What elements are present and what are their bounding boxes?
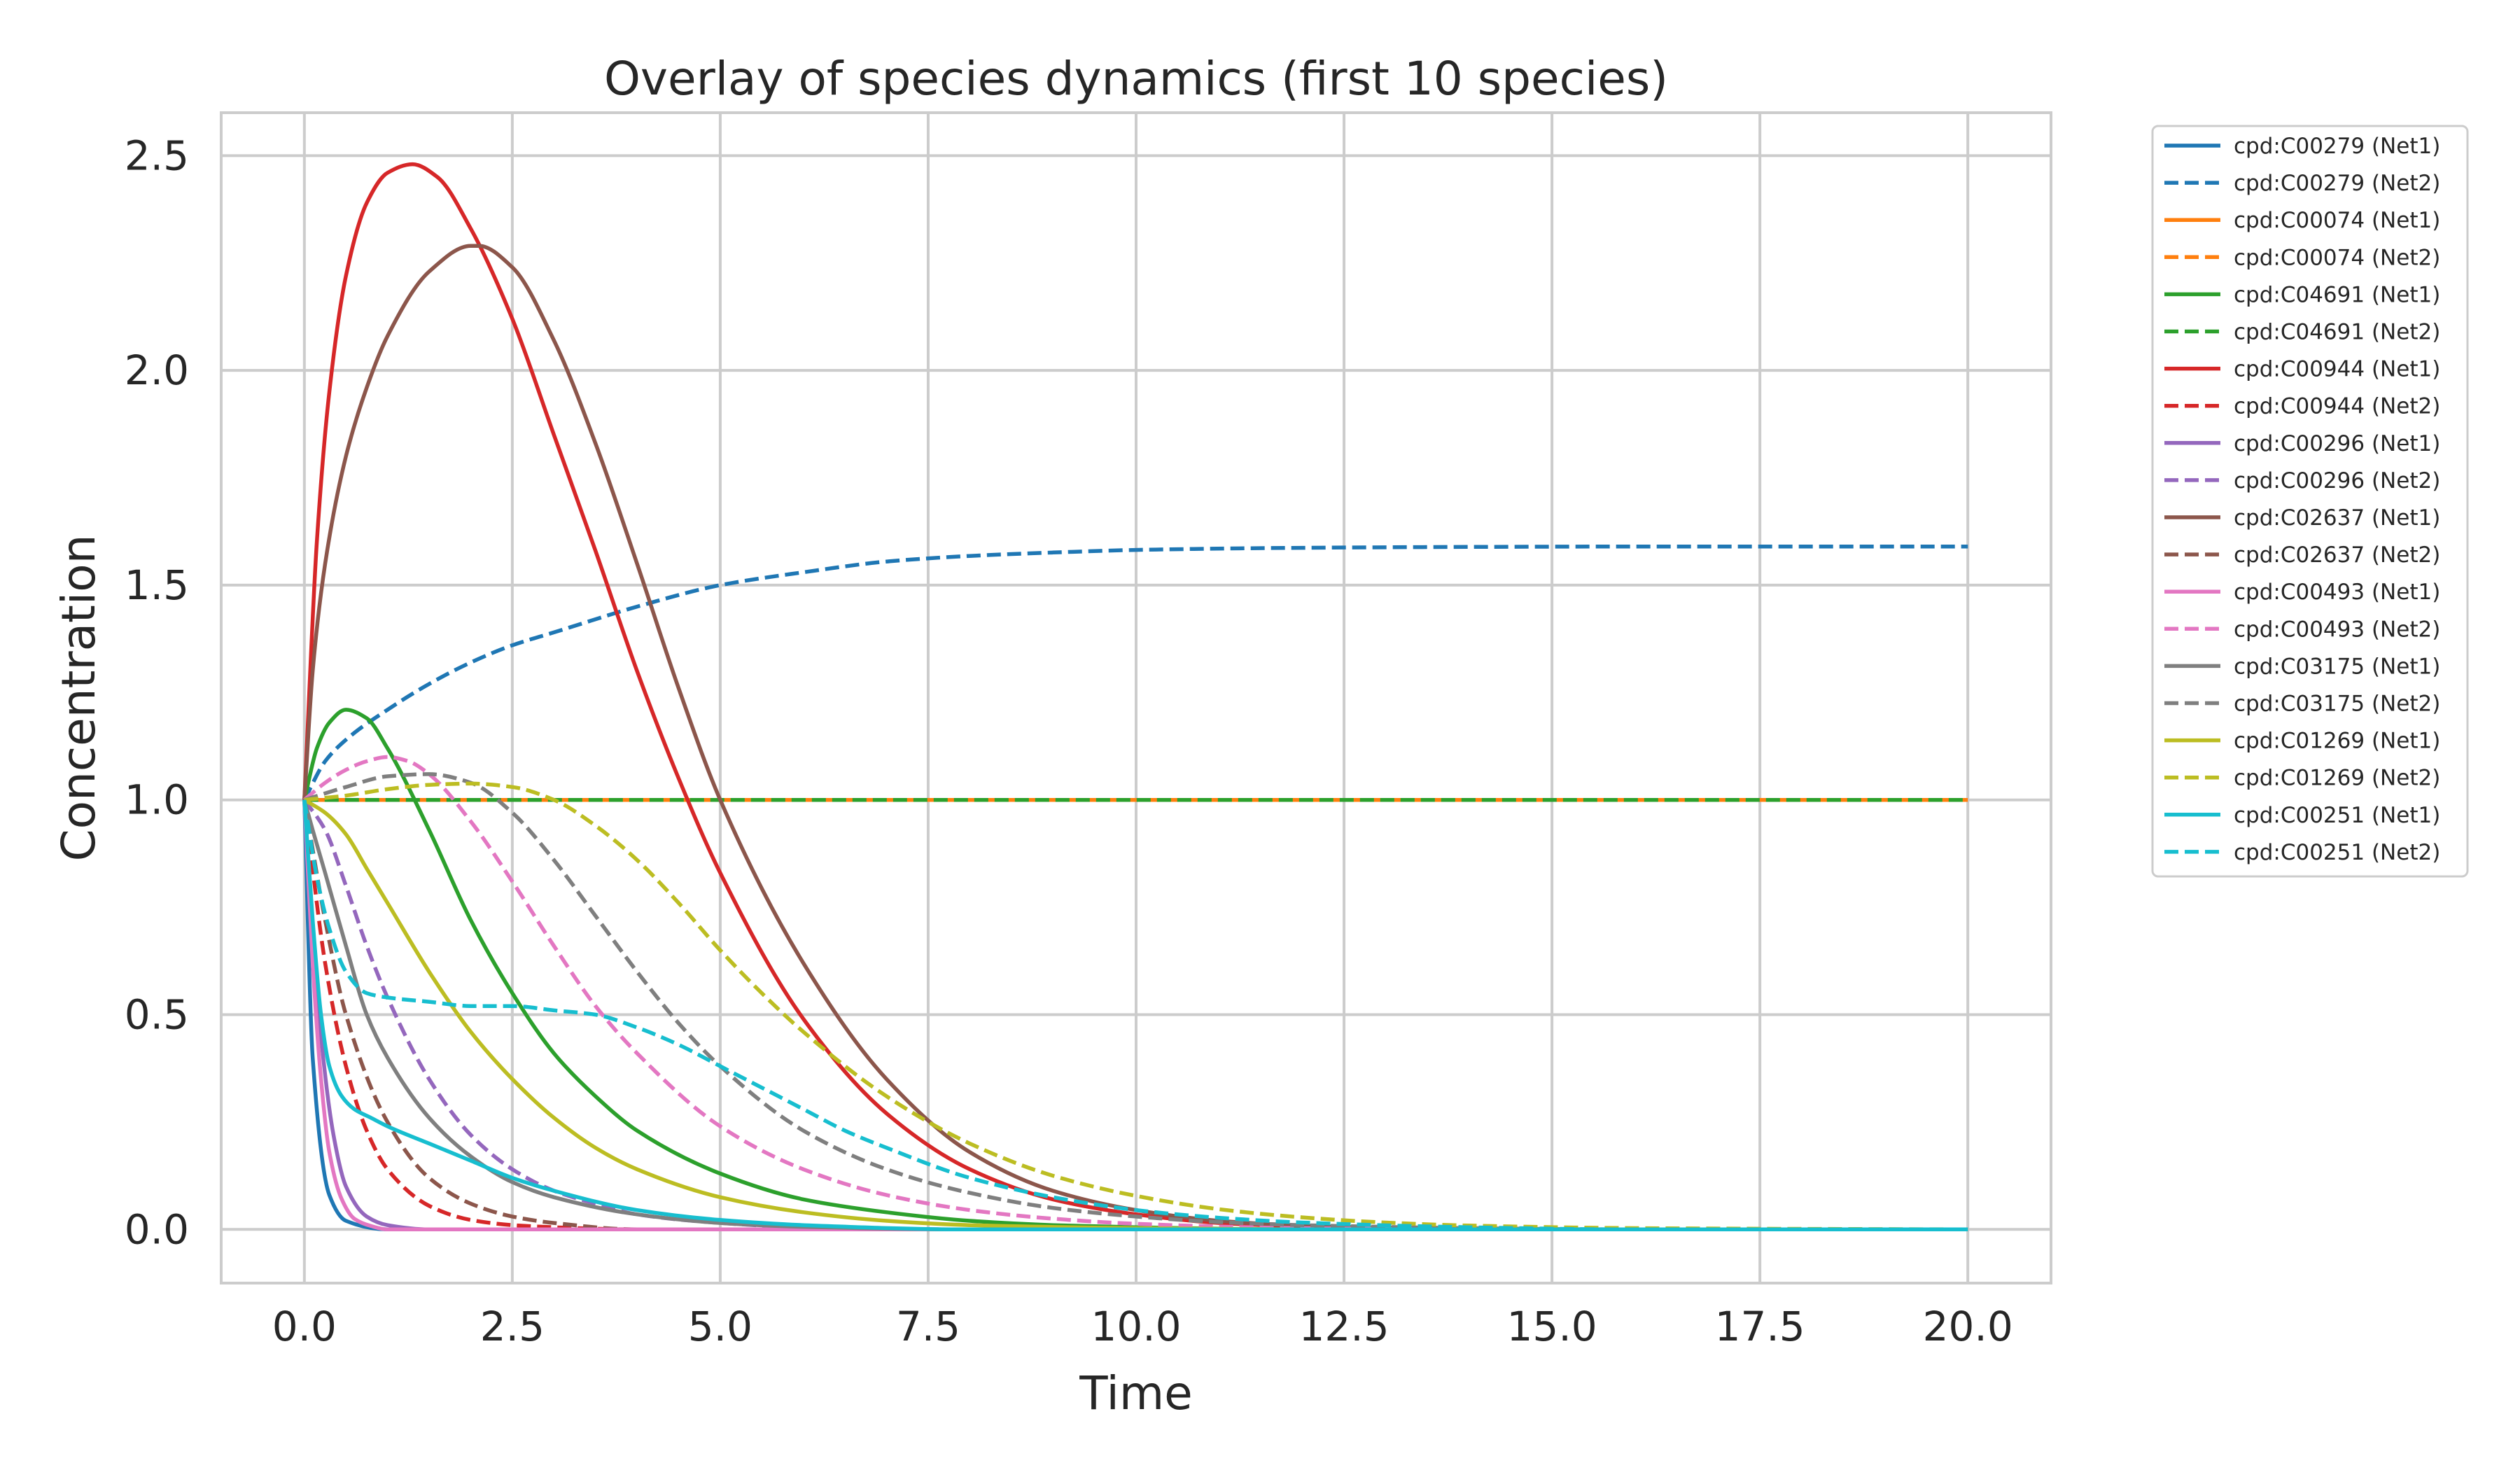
legend-label: cpd:C03175 (Net1) (2234, 654, 2440, 679)
legend-label: cpd:C00251 (Net1) (2234, 803, 2440, 828)
x-tick-label: 17.5 (1715, 1303, 1805, 1350)
legend-label: cpd:C00279 (Net2) (2234, 171, 2440, 196)
legend-label: cpd:C03175 (Net2) (2234, 692, 2440, 717)
legend-item: cpd:C00251 (Net1) (2164, 803, 2440, 828)
x-tick-label: 15.0 (1507, 1303, 1597, 1350)
legend-frame (2151, 125, 2469, 878)
chart-title: Overlay of species dynamics (first 10 sp… (604, 52, 1668, 106)
legend-item: cpd:C00493 (Net2) (2164, 617, 2440, 642)
x-tick-label: 2.5 (480, 1303, 545, 1350)
legend-label: cpd:C00251 (Net2) (2234, 840, 2440, 865)
legend-item: cpd:C04691 (Net2) (2164, 320, 2440, 345)
legend-item: cpd:C00296 (Net1) (2164, 431, 2440, 456)
legend-item: cpd:C00279 (Net2) (2164, 171, 2440, 196)
series-line-18 (302, 799, 1968, 1232)
legend-label: cpd:C00944 (Net1) (2234, 357, 2440, 382)
legend-label: cpd:C00296 (Net2) (2234, 468, 2440, 493)
legend-item: cpd:C04691 (Net1) (2164, 282, 2440, 307)
x-tick-label: 7.5 (896, 1303, 960, 1350)
legend-label: cpd:C02637 (Net1) (2234, 505, 2440, 531)
series-line-17 (304, 781, 1968, 1232)
y-tick-label: 1.0 (125, 776, 189, 824)
legend-item: cpd:C00074 (Net1) (2164, 208, 2440, 233)
legend-label: cpd:C00074 (Net1) (2234, 208, 2440, 233)
legend-label: cpd:C00493 (Net1) (2234, 580, 2440, 605)
legend-item: cpd:C00074 (Net2) (2164, 245, 2440, 270)
legend-label: cpd:C00279 (Net1) (2234, 134, 2440, 159)
x-tick-label: 0.0 (272, 1303, 337, 1350)
legend-item: cpd:C00296 (Net2) (2164, 468, 2440, 493)
y-tick-label: 0.5 (125, 991, 189, 1039)
legend-item: cpd:C01269 (Net2) (2164, 766, 2440, 791)
x-tick-label: 20.0 (1923, 1303, 2013, 1350)
legend-label: cpd:C04691 (Net1) (2234, 282, 2440, 307)
legend-item: cpd:C00493 (Net1) (2164, 580, 2440, 605)
x-tick-label: 10.0 (1091, 1303, 1181, 1350)
y-tick-label: 0.0 (125, 1205, 189, 1253)
y-axis-label: Concentration (52, 535, 106, 862)
legend-label: cpd:C00493 (Net2) (2234, 617, 2440, 642)
x-tick-labels: 0.0 2.5 5.0 7.5 10.0 12.5 15.0 17.5 20.0 (272, 1303, 2013, 1350)
legend-label: cpd:C01269 (Net2) (2234, 766, 2440, 791)
legend-item: cpd:C00944 (Net2) (2164, 394, 2440, 419)
series-layer (302, 162, 1968, 1232)
y-tick-label: 2.5 (125, 132, 189, 179)
x-tick-label: 5.0 (688, 1303, 752, 1350)
legend-label: cpd:C00296 (Net1) (2234, 431, 2440, 456)
legend-item: cpd:C03175 (Net1) (2164, 654, 2440, 679)
series-line-1 (302, 544, 1968, 802)
legend-label: cpd:C04691 (Net2) (2234, 320, 2440, 345)
legend-item: cpd:C00944 (Net1) (2164, 357, 2440, 382)
series-line-19 (302, 799, 1968, 1232)
legend-label: cpd:C00074 (Net2) (2234, 245, 2440, 270)
legend-item: cpd:C02637 (Net1) (2164, 505, 2440, 531)
y-tick-labels: 0.0 0.5 1.0 1.5 2.0 2.5 (125, 132, 189, 1253)
x-axis-label: Time (1079, 1366, 1193, 1420)
legend-label: cpd:C02637 (Net2) (2234, 542, 2440, 568)
legend-item: cpd:C00251 (Net2) (2164, 840, 2440, 865)
y-tick-label: 2.0 (125, 346, 189, 394)
legend-item: cpd:C03175 (Net2) (2164, 692, 2440, 717)
legend: cpd:C00279 (Net1) cpd:C00279 (Net2) cpd:C0… (2151, 125, 2469, 878)
legend-item: cpd:C01269 (Net1) (2164, 729, 2440, 754)
plot-frame (220, 111, 2052, 1284)
legend-label: cpd:C00944 (Net2) (2234, 394, 2440, 419)
legend-item: cpd:C02637 (Net2) (2164, 542, 2440, 568)
y-tick-label: 1.5 (125, 561, 189, 609)
legend-label: cpd:C01269 (Net1) (2234, 729, 2440, 754)
series-line-11 (302, 799, 1968, 1232)
x-tick-label: 12.5 (1298, 1303, 1389, 1350)
legend-item: cpd:C00279 (Net1) (2164, 134, 2440, 159)
